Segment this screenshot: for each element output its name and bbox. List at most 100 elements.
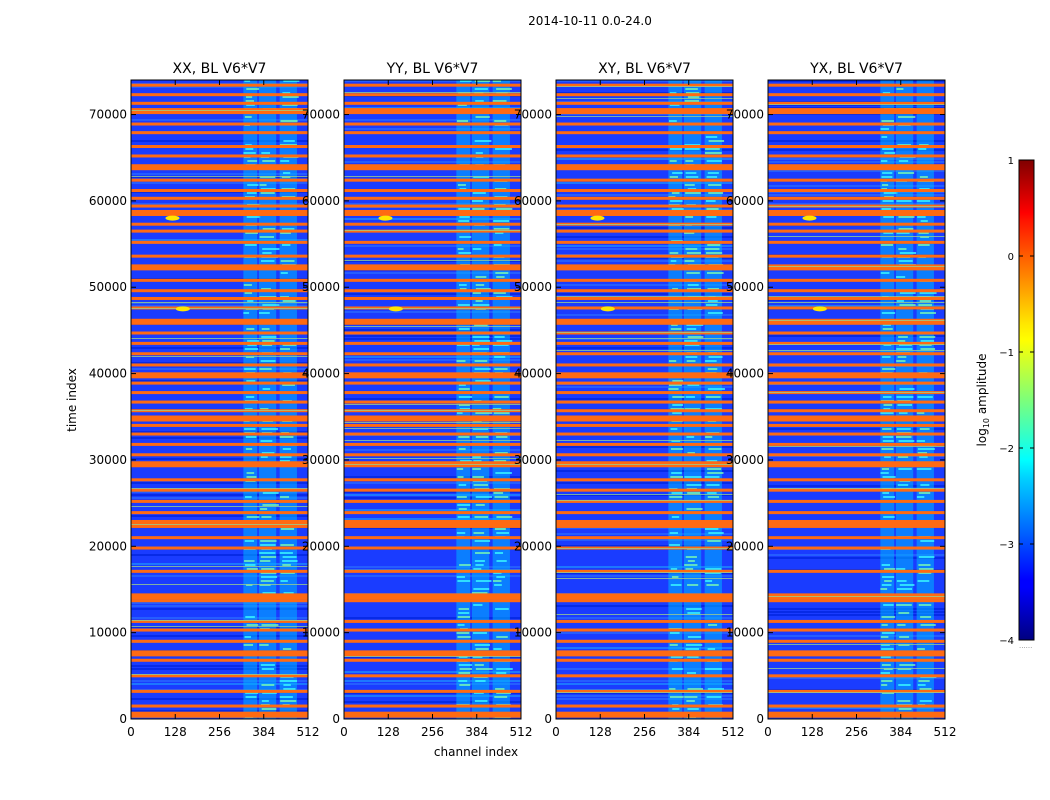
rfi-noise bbox=[669, 160, 677, 162]
rfi-noise bbox=[687, 584, 699, 586]
rfi-noise bbox=[474, 516, 489, 518]
rfi-noise bbox=[457, 636, 471, 638]
rfi-noise bbox=[493, 648, 502, 650]
flag-stripe bbox=[344, 656, 521, 657]
heatmap-streak bbox=[344, 482, 521, 484]
rfi-noise bbox=[473, 532, 485, 534]
rfi-noise bbox=[684, 564, 698, 566]
flagged-row bbox=[556, 372, 733, 379]
heatmap-streak bbox=[556, 683, 733, 685]
spectrogram-xx: 0 128 256 384 512 0 10000 20000 30000 40000 50000 6… bbox=[89, 79, 319, 739]
rfi-noise bbox=[880, 244, 894, 246]
rfi-noise bbox=[279, 460, 290, 462]
flagged-row bbox=[768, 331, 945, 335]
rfi-noise bbox=[919, 688, 932, 690]
rfi-noise bbox=[687, 284, 699, 286]
flagged-row bbox=[556, 83, 733, 87]
rfi-noise bbox=[460, 460, 472, 462]
rfi-noise bbox=[260, 580, 274, 582]
rfi-noise bbox=[671, 192, 680, 194]
flagged-row bbox=[344, 93, 521, 97]
flagged-row bbox=[344, 478, 521, 482]
rfi-noise bbox=[917, 684, 926, 686]
rfi-noise bbox=[883, 216, 894, 218]
flagged-row bbox=[768, 569, 945, 573]
rfi-noise bbox=[880, 636, 889, 638]
rfi-noise bbox=[458, 484, 467, 486]
rfi-noise bbox=[705, 436, 713, 438]
rfi-noise bbox=[706, 304, 718, 306]
flagged-row bbox=[556, 229, 733, 233]
flagged-row bbox=[344, 536, 521, 540]
flagged-row bbox=[556, 363, 733, 367]
flagged-row bbox=[344, 229, 521, 233]
rfi-noise bbox=[896, 436, 912, 438]
rfi-noise bbox=[880, 588, 888, 590]
flagged-row bbox=[768, 453, 945, 457]
rfi-noise bbox=[496, 636, 508, 638]
rfi-noise bbox=[896, 604, 912, 606]
rfi-noise bbox=[707, 496, 720, 498]
heatmap-streak bbox=[556, 539, 733, 541]
rfi-noise bbox=[884, 580, 892, 582]
flagged-row bbox=[768, 461, 945, 468]
hotspot bbox=[388, 306, 403, 312]
flagged-row bbox=[131, 442, 308, 446]
rfi-noise bbox=[493, 220, 510, 222]
heatmap-streak bbox=[556, 527, 733, 529]
flagged-row bbox=[131, 352, 308, 356]
flagged-row bbox=[556, 196, 733, 200]
rfi-noise bbox=[259, 184, 267, 186]
flag-stripe bbox=[768, 206, 945, 207]
heatmap-streak bbox=[556, 398, 733, 400]
rfi-noise bbox=[669, 104, 680, 106]
rfi-noise bbox=[458, 388, 470, 390]
rfi-noise bbox=[475, 380, 491, 382]
rfi-noise bbox=[475, 436, 489, 438]
x-tick-label: 512 bbox=[934, 725, 957, 739]
rfi-noise bbox=[474, 324, 488, 326]
heatmap-streak bbox=[344, 449, 521, 451]
flag-stripe bbox=[131, 626, 308, 627]
rfi-noise bbox=[897, 624, 906, 626]
flagged-row bbox=[344, 593, 521, 600]
flag-stripe bbox=[131, 410, 308, 411]
rfi-noise bbox=[280, 456, 292, 458]
flagged-row bbox=[131, 240, 308, 244]
rfi-noise bbox=[260, 540, 277, 542]
rfi-noise bbox=[458, 284, 467, 286]
y-tick-label: 50000 bbox=[89, 280, 127, 294]
rfi-noise bbox=[280, 120, 298, 122]
rfi-noise bbox=[918, 572, 932, 574]
heatmap-streak bbox=[556, 158, 733, 160]
rfi-noise bbox=[473, 692, 484, 694]
rfi-noise bbox=[669, 644, 678, 646]
flagged-row bbox=[131, 524, 308, 528]
rfi-noise bbox=[919, 336, 936, 338]
rfi-noise bbox=[246, 568, 258, 570]
flag-stripe bbox=[556, 332, 733, 333]
rfi-noise bbox=[882, 172, 893, 174]
rfi-noise bbox=[668, 388, 679, 390]
rfi-noise bbox=[898, 336, 908, 338]
rfi-noise bbox=[672, 172, 683, 174]
rfi-noise bbox=[244, 408, 253, 410]
rfi-noise bbox=[881, 664, 891, 666]
flag-stripe bbox=[768, 320, 945, 321]
flagged-row bbox=[344, 639, 521, 643]
rfi-noise bbox=[687, 560, 695, 562]
heatmap-streak bbox=[768, 614, 945, 616]
rfi-noise bbox=[918, 244, 930, 246]
rfi-noise bbox=[475, 288, 491, 290]
rfi-noise bbox=[687, 384, 700, 386]
rfi-noise bbox=[260, 508, 268, 510]
flagged-row bbox=[556, 409, 733, 413]
rfi-noise bbox=[918, 680, 930, 682]
rfi-noise bbox=[494, 696, 508, 698]
rfi-noise bbox=[685, 88, 698, 90]
flagged-row bbox=[768, 674, 945, 678]
heatmap-streak bbox=[131, 368, 308, 370]
rfi-noise bbox=[882, 148, 894, 150]
flagged-row bbox=[768, 131, 945, 135]
rfi-noise bbox=[260, 260, 275, 262]
